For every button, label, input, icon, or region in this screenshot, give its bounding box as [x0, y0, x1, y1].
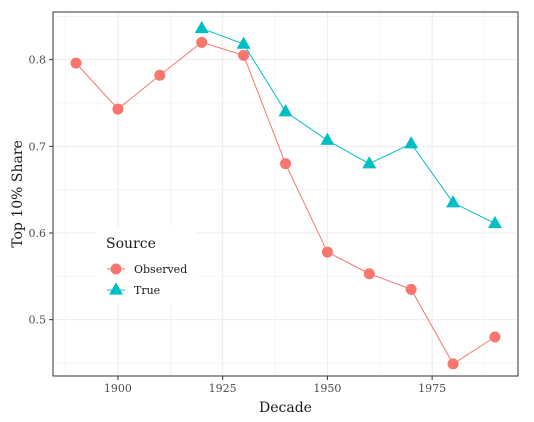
legend: Source Observed True [96, 228, 196, 304]
observed-point [70, 57, 82, 69]
legend-label: Observed [134, 263, 187, 276]
series-layer [70, 20, 502, 370]
x-tick-label: 1900 [104, 382, 132, 395]
legend-label: True [134, 284, 160, 297]
observed-point [280, 158, 291, 170]
observed-point [363, 268, 375, 280]
legend-item-true: True [107, 282, 160, 297]
y-tick-label: 0.8 [29, 54, 47, 67]
observed-point [154, 69, 166, 81]
true-point [320, 132, 335, 145]
true-point [362, 156, 377, 169]
plot-panel-border [52, 11, 519, 377]
true-line [201, 27, 496, 224]
y-tick-label: 0.5 [29, 314, 47, 327]
true-point [194, 20, 209, 34]
x-tick-label: 1925 [209, 382, 237, 395]
x-tick-label: 1950 [313, 382, 341, 395]
y-tick-label: 0.7 [29, 140, 47, 153]
observed-point [238, 49, 250, 61]
x-axis: 1900 1925 1950 1975 [104, 376, 446, 395]
observed-point [447, 358, 459, 370]
legend-item-observed: Observed [107, 263, 187, 276]
observed-point [112, 103, 124, 115]
series-observed [70, 36, 501, 370]
observed-point [321, 246, 333, 258]
true-point [236, 36, 251, 49]
y-axis-title: Top 10% Share [10, 140, 26, 248]
grid [53, 12, 518, 376]
series-true [194, 20, 502, 229]
legend-items: Observed True [107, 263, 187, 297]
observed-point [489, 331, 501, 343]
observed-point [405, 283, 417, 295]
observed-point [196, 36, 208, 48]
y-axis: 0.5 0.6 0.7 0.8 [29, 54, 53, 327]
true-point [404, 136, 419, 149]
legend-title: Source [106, 236, 156, 252]
legend-key-marker [109, 282, 123, 295]
true-point [278, 104, 293, 117]
y-tick-label: 0.6 [29, 227, 47, 240]
true-point [446, 195, 461, 208]
legend-key-marker [110, 263, 122, 275]
true-point [487, 215, 502, 229]
x-tick-label: 1975 [418, 382, 446, 395]
x-axis-title: Decade [259, 400, 312, 416]
